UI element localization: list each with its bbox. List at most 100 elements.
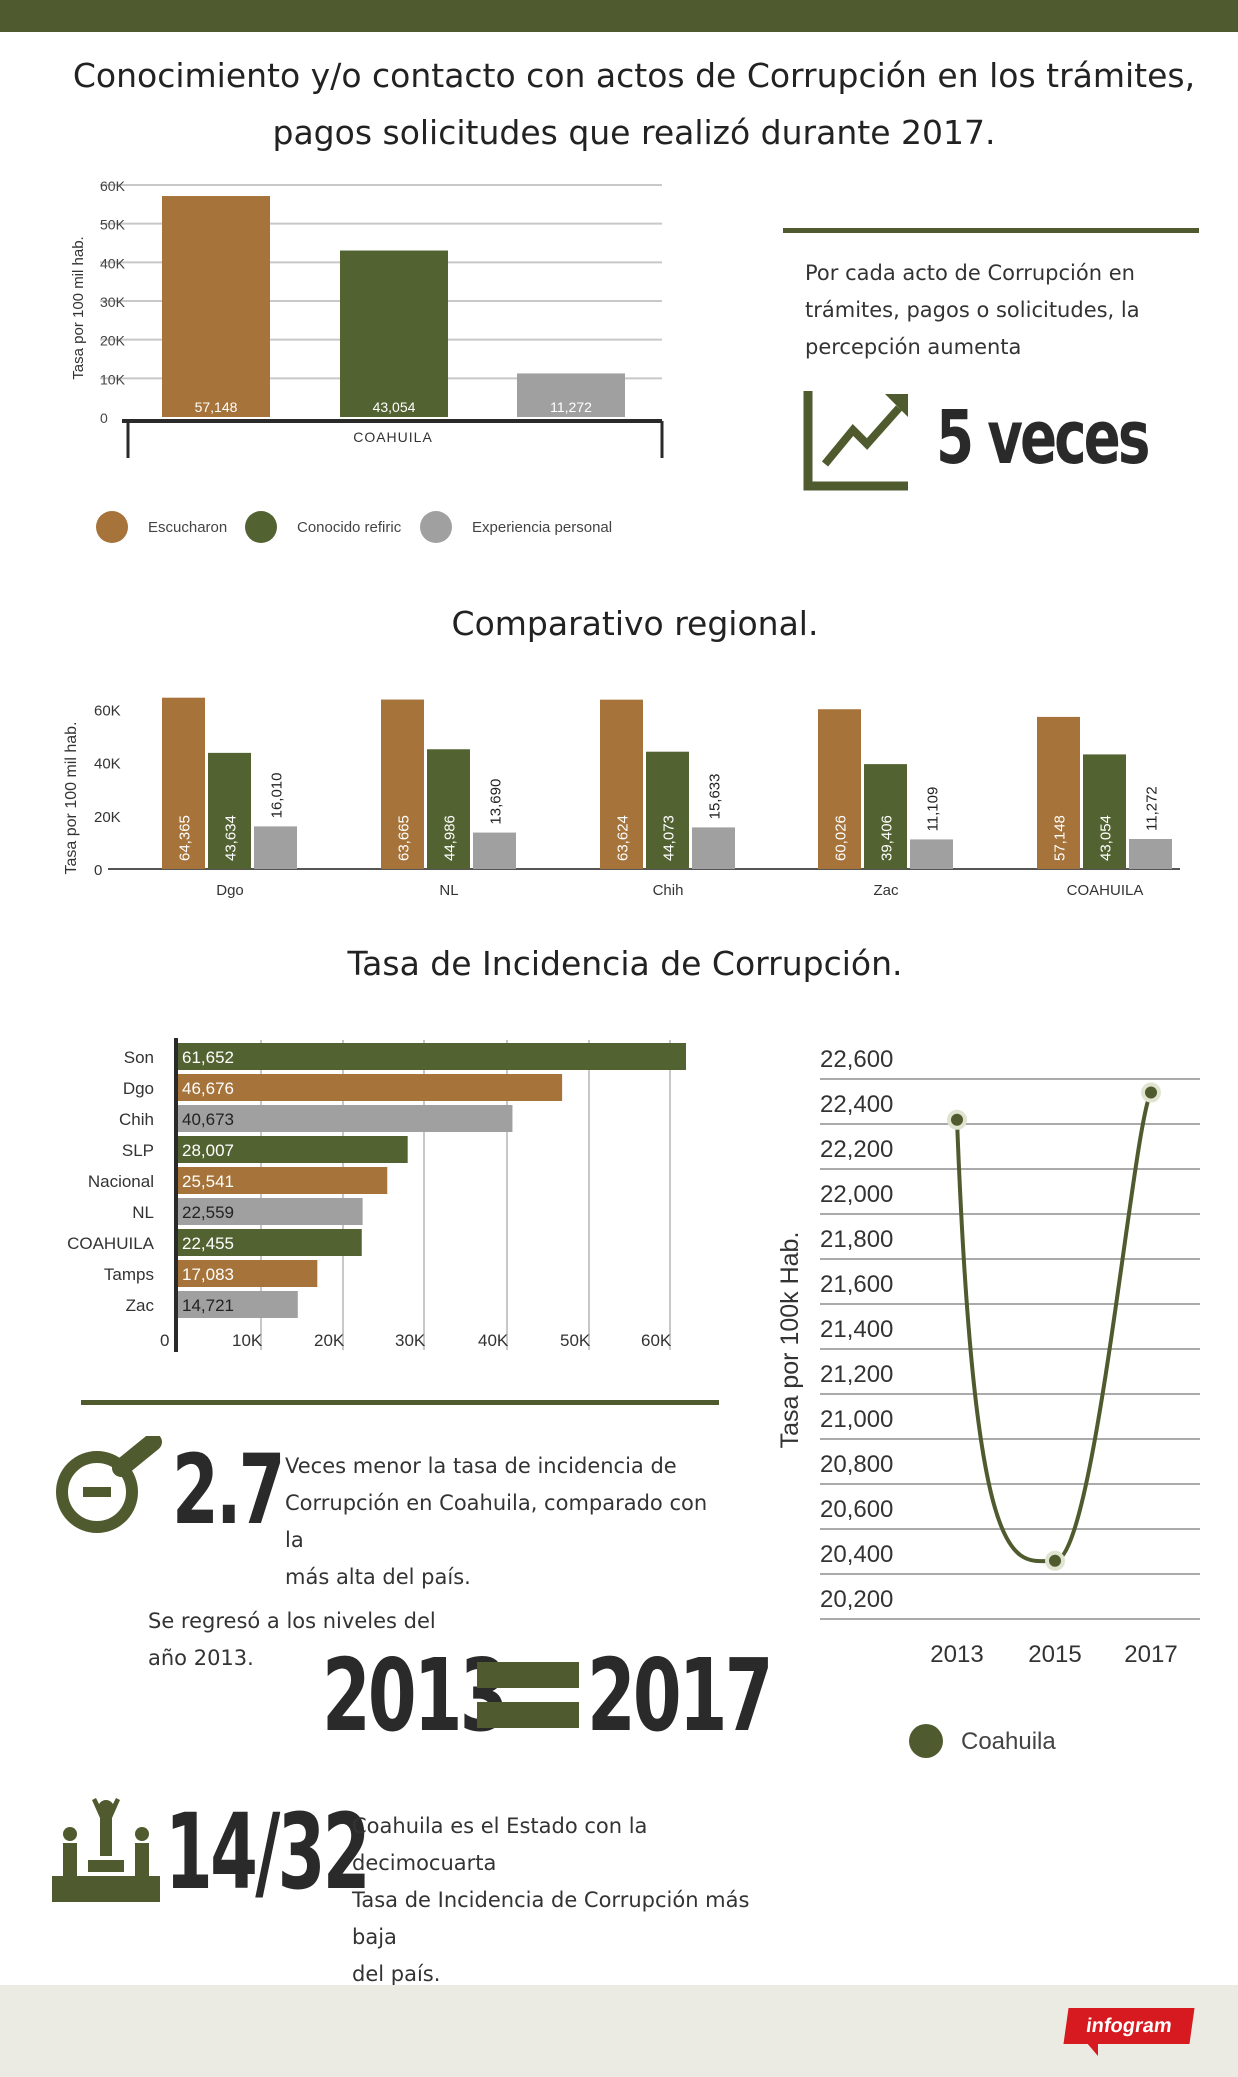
bar-dgo-2 [254,826,297,869]
bar-zac-2 [910,839,953,869]
equals-icon [477,1662,579,1728]
y-tick-label: 20,800 [820,1451,893,1478]
perception-value: 5 veces [936,395,1150,481]
times-lower-line-3: más alta del país. [285,1565,471,1589]
return-levels-line-1: Se regresó a los niveles del [148,1609,436,1633]
legend-swatch [909,1724,943,1758]
y-tick-label: 22,600 [820,1046,893,1073]
y-tick-label: 20K [100,333,126,349]
bar-value-label: 64,365 [177,815,194,861]
x-tick-label: 40K [478,1331,509,1350]
bar-coahuila-0 [1037,716,1080,869]
x-tick-label: 60K [641,1331,672,1350]
times-lower-line-2: Corrupción en Coahuila, comparado con la [285,1491,708,1552]
bar-value-label: 14,721 [182,1296,234,1315]
y-tick-label: 30K [100,294,126,310]
legend-label: Conocido refiric [297,519,402,536]
bar-chih-0 [600,699,643,869]
y-tick-label: 22,400 [820,1091,893,1118]
y-category-label: SLP [122,1141,154,1160]
bar-value-label: 63,665 [396,815,413,861]
y-tick-label: 22,200 [820,1136,893,1163]
regional-bar-chart: 0 20K 40K 60K Tasa por 100 mil hab. 64,365 43,… [63,697,1180,899]
ranking-value: 14/32 [165,1791,371,1913]
y-tick-label: 22,000 [820,1181,893,1208]
y-tick-label: 21,000 [820,1406,893,1433]
bar-nl-1 [427,749,470,869]
y-tick-label: 21,200 [820,1361,893,1388]
bar-value-label: 11,109 [925,787,942,832]
y-tick-label: 10K [100,371,126,387]
bar-value-label: 15,633 [707,774,724,820]
x-tick-label: 30K [395,1331,426,1350]
bar-value-label: 40,673 [182,1110,234,1129]
incidence-bar-chart: 0 10K 20K 30K 40K 50K 60K Son 61,652 Dgo 46,676 Chi… [67,1038,686,1352]
y-axis-label: Tasa por 100 mil hab. [63,722,80,875]
legend-swatch [96,511,128,543]
bar-value-label: 39,406 [879,815,896,861]
y-axis-label: Tasa por 100k Hab. [776,1232,804,1449]
legend-swatch [420,511,452,543]
y-tick-label: 21,400 [820,1316,893,1343]
y-tick-label: 0 [94,862,102,879]
times-lower-value: 2.7 [172,1434,285,1546]
podium-people-icon [52,1798,160,1902]
bar-nacional [178,1167,388,1194]
x-category-label: Dgo [216,882,244,899]
y-category-label: Zac [126,1296,155,1315]
x-tick-label: 10K [232,1331,263,1350]
bar-slp [178,1136,408,1163]
legend-swatch [245,511,277,543]
data-point-2017 [1141,1082,1161,1103]
bar-value-label: 13,690 [488,779,505,825]
y-tick-label: 20,400 [820,1541,893,1568]
year-2017-value: 2017 [587,1637,773,1754]
perception-line-3: percepción aumenta [805,335,1022,359]
legend-label: Experiencia personal [472,519,612,536]
coahuila-bar-chart: 0 10K 20K 30K 40K 50K 60K 57,148 43,054 11,272 COA… [70,178,664,543]
y-tick-label: 40K [100,255,126,271]
x-category-label: Chih [653,882,684,899]
y-category-label: Chih [119,1110,154,1129]
y-tick-label: 60K [100,178,126,194]
bar-value-label: 43,634 [223,815,240,861]
times-lower-text: Veces menor la tasa de incidencia de Cor… [285,1448,715,1596]
bar-nl [178,1198,363,1225]
y-tick-label: 0 [100,410,108,426]
footer-bar [0,1985,1238,2077]
y-category-label: Dgo [123,1079,154,1098]
y-tick-label: 21,600 [820,1271,893,1298]
y-category-label: Tamps [104,1265,154,1284]
infogram-logo[interactable]: infogram [1063,2008,1195,2044]
x-tick-label: 0 [160,1331,169,1350]
bar-nl-0 [381,699,424,869]
perception-divider [783,228,1199,233]
trend-up-chart-icon [803,391,908,491]
regional-title: Comparativo regional. [451,604,819,643]
bar-value-label: 22,559 [182,1203,234,1222]
infogram-logo-tail [1086,2042,1098,2056]
y-category-label: NL [132,1203,154,1222]
incidence-title: Tasa de Incidencia de Corrupción. [347,944,903,983]
bar-value-label: 22,455 [182,1234,234,1253]
legend-label: Coahuila [961,1728,1056,1755]
bar-experiencia-personal [517,373,625,417]
perception-line-1: Por cada acto de Corrupción en [805,261,1135,285]
bar-dgo [178,1074,563,1101]
bar-value-label: 17,083 [182,1265,234,1284]
y-axis-label: Tasa por 100 mil hab. [70,236,87,379]
bar-coahuila-2 [1129,838,1172,869]
x-tick-label: 2015 [1028,1641,1081,1668]
page-title-line1: Conocimiento y/o contacto con actos de C… [72,56,1196,95]
y-tick-label: 20,200 [820,1586,893,1613]
bar-value-label: 43,054 [373,399,416,415]
bar-value-label: 61,652 [182,1048,234,1067]
y-tick-label: 21,800 [820,1226,893,1253]
x-category-label: Zac [873,882,899,899]
bar-value-label: 11,272 [1144,786,1161,831]
data-point-2015 [1045,1550,1065,1571]
data-point-2013 [947,1109,967,1130]
bar-value-label: 60,026 [833,815,850,861]
bar-conocido-refirió [340,250,448,417]
ranking-line-2: Tasa de Incidencia de Corrupción más baj… [352,1888,750,1949]
